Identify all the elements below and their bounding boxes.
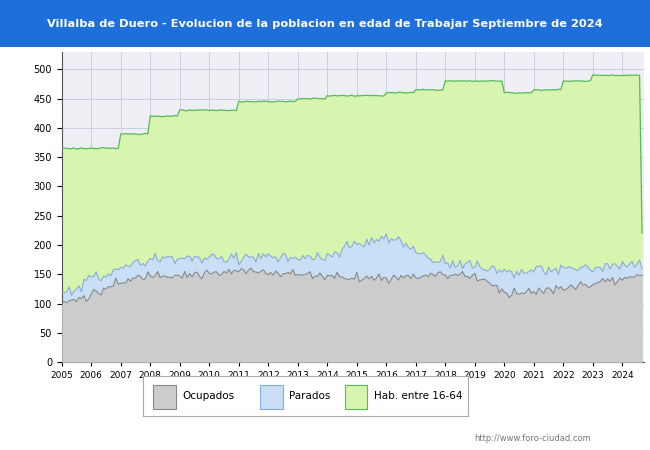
FancyBboxPatch shape [153, 385, 176, 409]
Text: http://www.foro-ciudad.com: http://www.foro-ciudad.com [474, 434, 592, 443]
FancyBboxPatch shape [344, 385, 367, 409]
Text: Parados: Parados [289, 391, 331, 401]
Text: Hab. entre 16-64: Hab. entre 16-64 [374, 391, 462, 401]
FancyBboxPatch shape [260, 385, 283, 409]
Text: Ocupados: Ocupados [182, 391, 234, 401]
Text: Villalba de Duero - Evolucion de la poblacion en edad de Trabajar Septiembre de : Villalba de Duero - Evolucion de la pobl… [47, 18, 603, 29]
